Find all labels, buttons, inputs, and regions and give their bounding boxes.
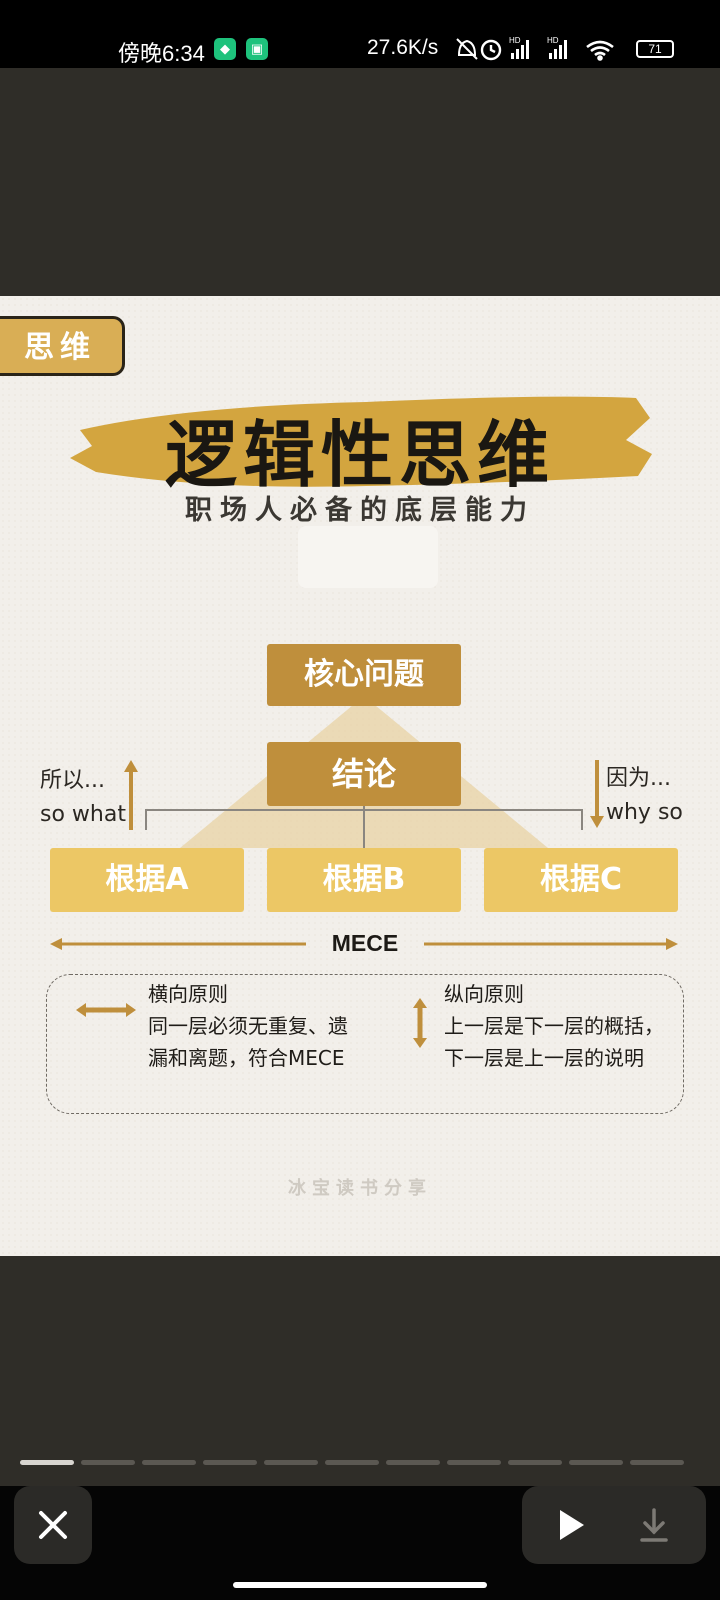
- horizontal-rule-title: 横向原则: [148, 982, 228, 1006]
- so-what-line-1: 所以...: [40, 768, 105, 793]
- progress-segment: [264, 1460, 318, 1465]
- progress-segment: [81, 1460, 135, 1465]
- post-image: 思维 逻辑性思维 职场人必备的底层能力: [0, 296, 720, 1256]
- progress-segment: [203, 1460, 257, 1465]
- close-icon: [39, 1511, 67, 1539]
- double-arrow-vertical-icon: [413, 998, 427, 1048]
- progress-segment: [386, 1460, 440, 1465]
- progress-segment: [325, 1460, 379, 1465]
- so-what-note: 所以... so what: [40, 764, 126, 832]
- signal-hd-icon-1: [511, 40, 529, 59]
- download-icon: [640, 1508, 668, 1542]
- status-icons: HD HD: [456, 36, 614, 61]
- progress-segment: [447, 1460, 501, 1465]
- vertical-rule-title: 纵向原则: [444, 982, 524, 1006]
- tag-badge: [0, 316, 125, 376]
- mece-arrow-left: [50, 938, 306, 950]
- vertical-rule-line-2: 下一层是上一层的说明: [444, 1046, 644, 1070]
- progress-segment: [569, 1460, 623, 1465]
- basis-a-box: 根据A: [50, 848, 244, 912]
- mute-bell-icon: [456, 38, 478, 60]
- watermark: 冰宝读书分享: [288, 1178, 432, 1199]
- play-button[interactable]: [522, 1486, 614, 1564]
- page-title: 逻辑性思维: [164, 412, 555, 497]
- battery-icon: 71: [636, 40, 674, 58]
- vertical-rule-line-1: 上一层是下一层的概括，: [444, 1014, 664, 1038]
- mece-label: MECE: [331, 930, 399, 956]
- so-what-line-2: so what: [40, 802, 126, 827]
- media-controls: [522, 1486, 706, 1564]
- network-speed: 27.6K/s: [367, 36, 439, 59]
- conclusion-box: 结论: [267, 742, 461, 806]
- progress-segment: [508, 1460, 562, 1465]
- notification-app-icon: ▣: [246, 38, 268, 60]
- mece-arrow-right: [424, 938, 678, 950]
- double-arrow-horizontal-icon: [76, 1003, 136, 1017]
- why-so-line-1: 因为...: [606, 766, 671, 791]
- down-arrow-icon: [590, 760, 604, 828]
- shield-app-icon: ◆: [214, 38, 236, 60]
- why-so-note: 因为... why so: [606, 762, 683, 830]
- wifi-icon: [586, 40, 614, 61]
- progress-segment: [142, 1460, 196, 1465]
- tag-label: 思维: [24, 330, 96, 365]
- signal-hd-icon-2: [549, 40, 567, 59]
- subtitle: 职场人必备的底层能力: [185, 495, 535, 526]
- basis-c-box: 根据C: [484, 848, 678, 912]
- horizontal-rule-line-2: 漏和离题，符合MECE: [148, 1046, 345, 1070]
- alarm-icon: [480, 39, 502, 61]
- download-button[interactable]: [614, 1486, 706, 1564]
- play-icon: [560, 1510, 584, 1540]
- close-button[interactable]: [14, 1486, 92, 1564]
- hd-label-2: HD: [547, 36, 559, 45]
- smudge: [298, 526, 438, 588]
- hd-label-1: HD: [509, 36, 521, 45]
- horizontal-rule: 横向原则 同一层必须无重复、遗 漏和离题，符合MECE: [148, 978, 348, 1074]
- progress-segment: [630, 1460, 684, 1465]
- status-bar: 傍晚6:34 ◆ ▣ 27.6K/s HD HD 71: [0, 0, 720, 68]
- rules-box: [46, 974, 684, 1114]
- basis-b-box: 根据B: [267, 848, 461, 912]
- vertical-rule: 纵向原则 上一层是下一层的概括， 下一层是上一层的说明: [444, 978, 664, 1074]
- status-time: 傍晚6:34: [118, 41, 205, 66]
- core-question-box: 核心问题: [267, 644, 461, 706]
- brush-stroke: [70, 396, 652, 487]
- horizontal-rule-line-1: 同一层必须无重复、遗: [148, 1014, 348, 1038]
- why-so-line-2: why so: [606, 800, 683, 825]
- page-progress: [20, 1460, 700, 1466]
- up-arrow-icon: [124, 760, 138, 830]
- progress-segment: [20, 1460, 74, 1465]
- home-indicator[interactable]: [233, 1582, 487, 1588]
